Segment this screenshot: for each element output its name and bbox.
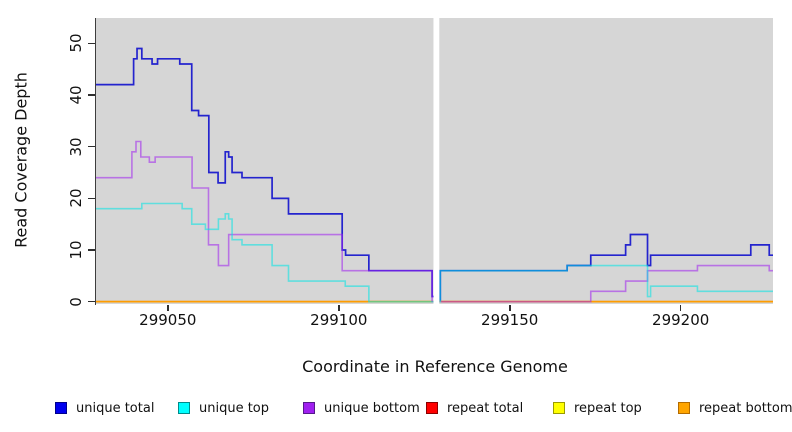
y-tick-mark [88,300,95,303]
y-tick-mark [88,249,95,251]
y-tick-label: 30 [67,137,85,157]
y-tick-mark [88,94,95,96]
x-tick-mark [338,304,340,311]
legend-item-unique_top: unique top [178,398,269,418]
legend-swatch-icon [426,402,438,414]
y-axis-title: Read Coverage Depth [11,72,31,248]
x-tick-mark [167,304,169,311]
x-tick-mark [679,304,682,311]
y-tick-mark [88,145,95,148]
x-axis-title: Coordinate in Reference Genome [302,357,568,376]
legend-label: unique top [199,400,270,416]
legend-item-unique_total: unique total [55,398,154,418]
legend-label: repeat top [574,400,642,416]
legend-item-unique_bottom: unique bottom [303,398,420,418]
y-tick-label: 40 [67,85,85,105]
legend: unique total unique top unique bottom repea… [0,398,792,422]
legend-label: unique bottom [324,400,420,416]
legend-swatch-icon [553,402,565,414]
legend-label: repeat total [447,400,524,416]
x-tick-label: 299150 [481,311,539,329]
y-axis-spine [94,18,96,305]
series-line-unique_top [96,202,437,303]
legend-swatch-icon [55,402,67,414]
y-tick-label: 10 [67,240,85,260]
legend-item-repeat_total: repeat total [426,398,523,418]
y-tick-label: 20 [67,188,85,208]
series-line-unique_bottom [96,140,437,303]
y-tick-mark [88,42,95,44]
coverage-gap-band [433,18,440,304]
series-line-unique_top [439,264,773,303]
legend-label: repeat bottom [699,400,792,416]
legend-swatch-icon [678,402,690,414]
x-tick-label: 299100 [310,311,368,329]
legend-item-repeat_bottom: repeat bottom [678,398,792,418]
legend-swatch-icon [303,402,315,414]
y-tick-label: 50 [67,33,85,53]
legend-swatch-icon [178,402,190,414]
y-tick-label: 0 [67,296,85,307]
coverage-plot-canvas [96,18,773,304]
legend-item-repeat_top: repeat top [553,398,642,418]
x-tick-label: 299050 [139,311,197,329]
legend-label: unique total [76,400,155,416]
series-line-unique_total [96,47,437,303]
x-tick-mark [509,304,511,311]
x-tick-label: 299200 [652,311,710,329]
y-tick-mark [88,197,95,200]
plot-area [96,18,773,304]
